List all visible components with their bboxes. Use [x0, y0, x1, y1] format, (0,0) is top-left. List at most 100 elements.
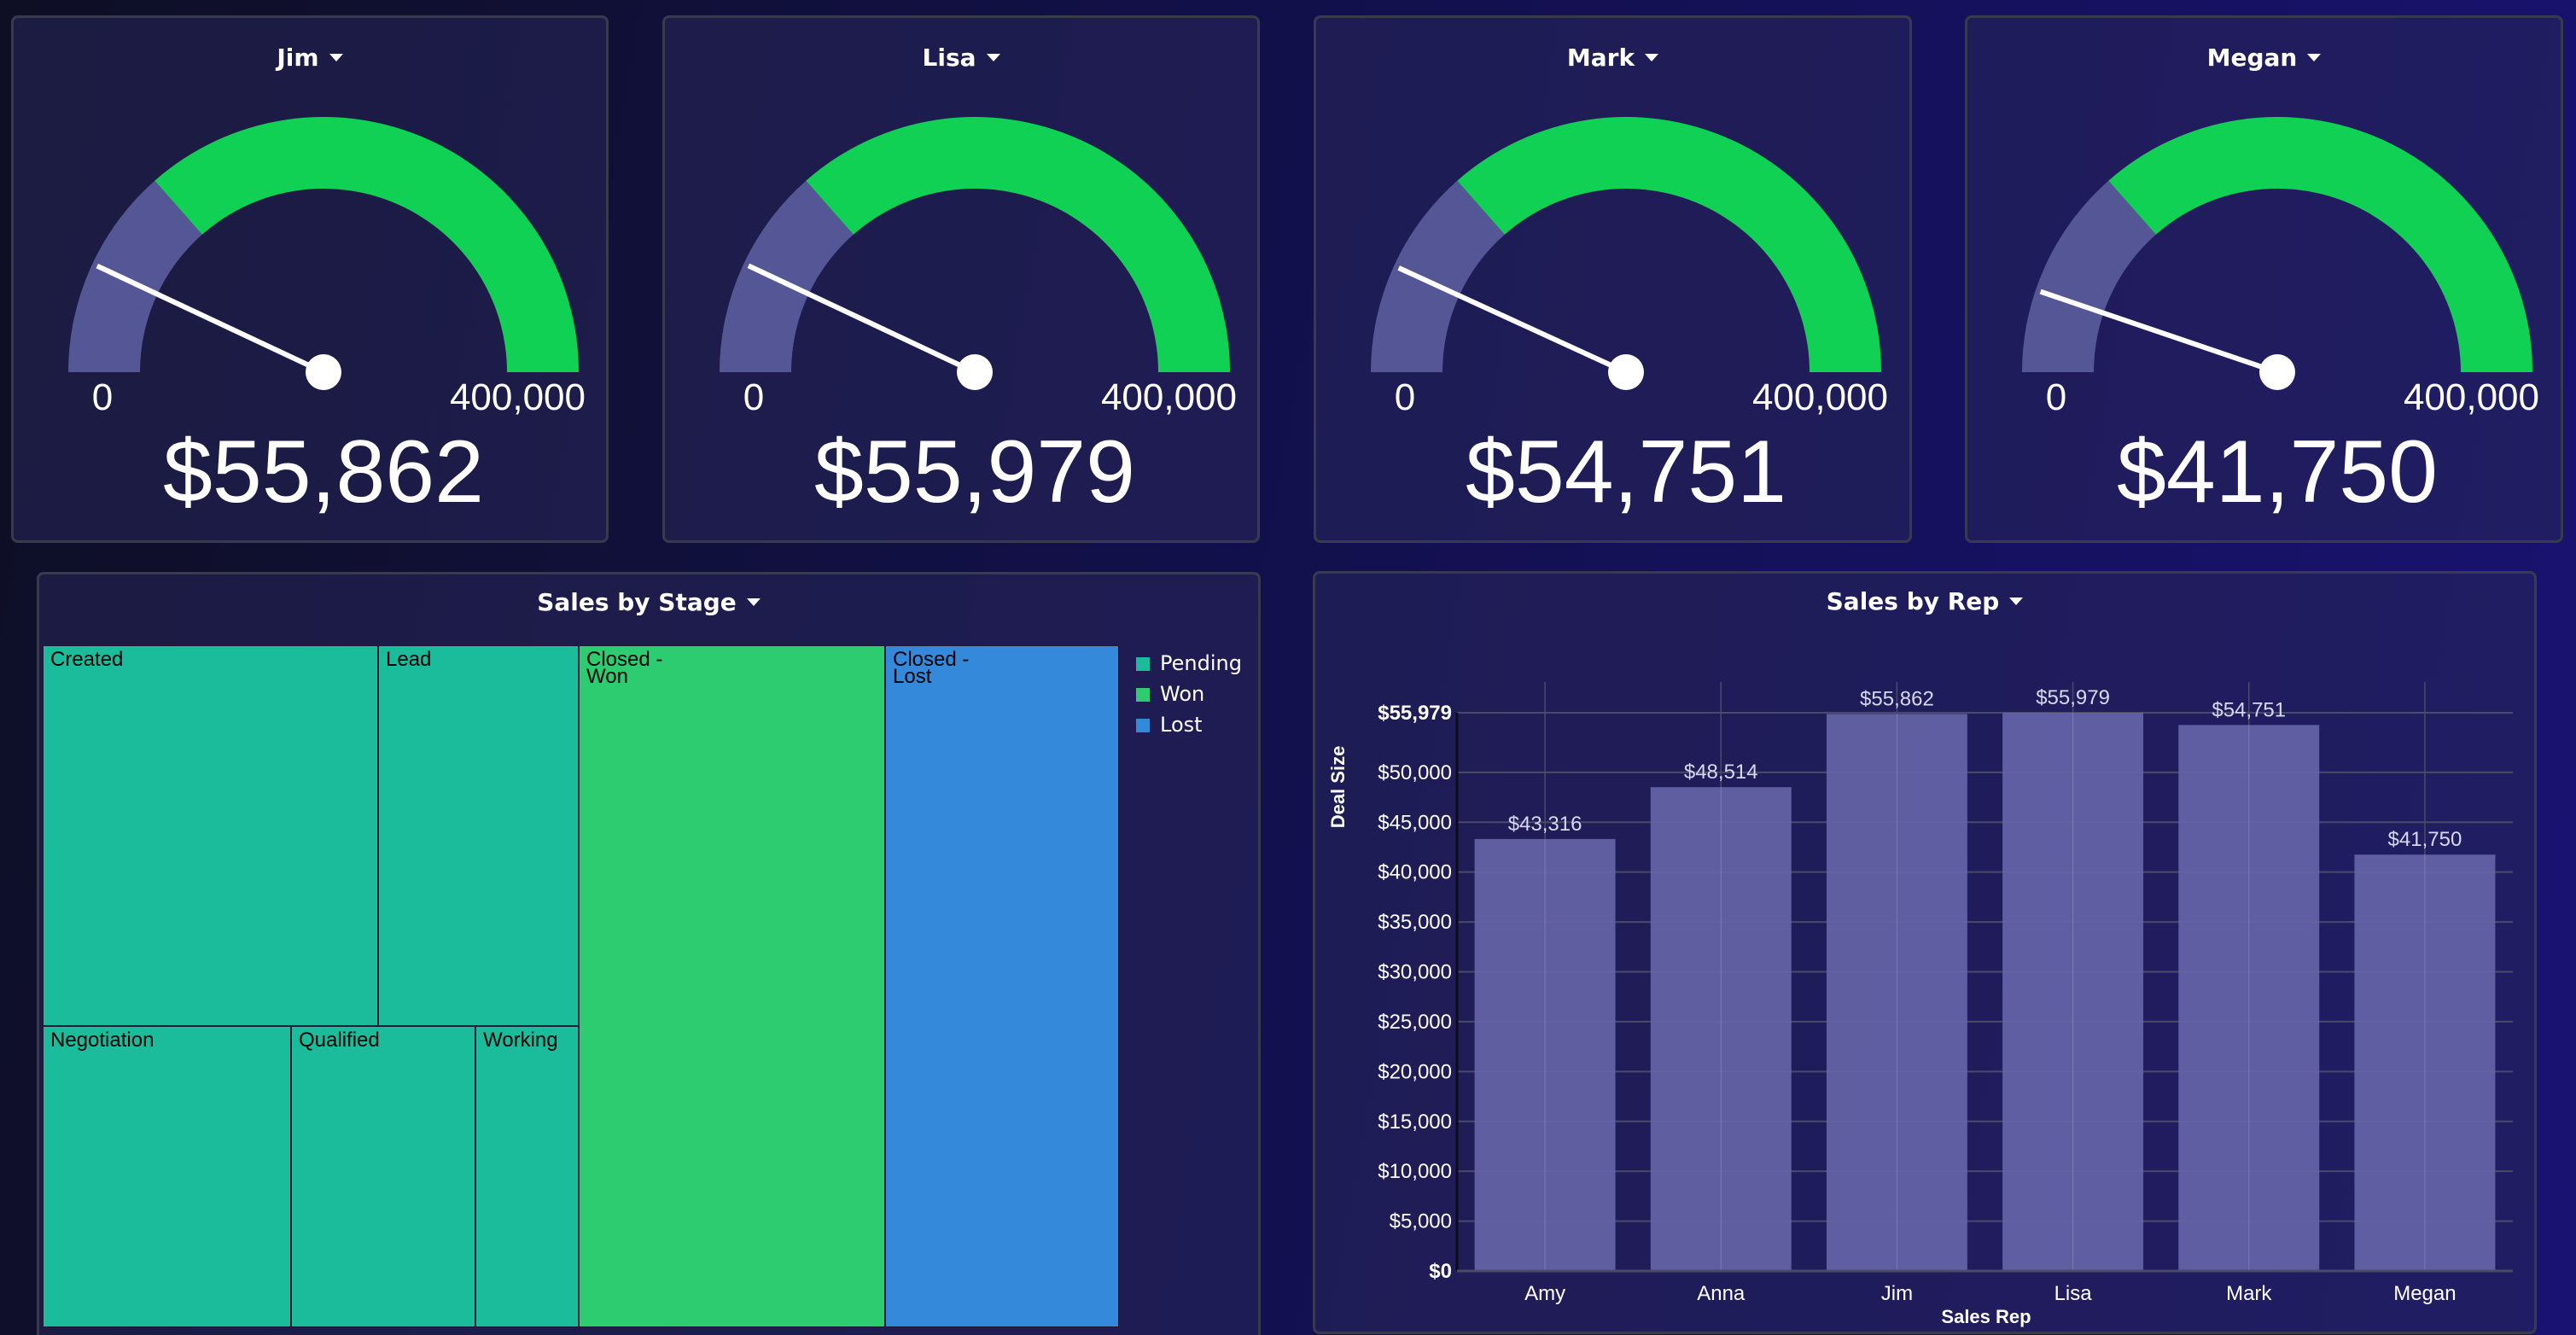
x-tick-label: Mark [2226, 1282, 2272, 1305]
treemap-cell[interactable]: Lead [378, 645, 579, 1026]
y-tick-label: $45,000 [1378, 811, 1452, 834]
treemap-cell[interactable]: Closed - Lost [885, 645, 1119, 1327]
gauge-band-high [2108, 117, 2532, 372]
bar-value-label: $43,316 [1508, 813, 1582, 836]
x-tick-label: Anna [1697, 1282, 1746, 1305]
chevron-down-icon [2307, 53, 2322, 61]
treemap-title-dropdown[interactable]: Sales by Stage [39, 588, 1258, 616]
legend-swatch [1136, 719, 1150, 732]
gauge-panel-megan: Megan 0 400,000 $41,750 [1965, 15, 2563, 543]
chevron-down-icon [2009, 597, 2024, 605]
bar-value-label: $55,979 [2036, 686, 2110, 709]
bar-value-label: $48,514 [1684, 761, 1758, 784]
gauge-min-label: 0 [92, 376, 113, 418]
chevron-down-icon [746, 598, 761, 606]
gauge-max-label: 400,000 [1752, 376, 1888, 418]
treemap-cell[interactable]: Working [475, 1026, 579, 1327]
sales-by-stage-panel: Sales by Stage Created Lead Negotiation Qua… [37, 572, 1261, 1335]
gauge-min-label: 0 [1395, 376, 1415, 418]
treemap-cell-label: Lead [386, 648, 432, 671]
gauge-value: $55,979 [814, 423, 1135, 522]
gauge-title: Mark [1566, 44, 1635, 72]
gauge-chart: 0 400,000 $55,862 [68, 117, 586, 522]
gauge-max-label: 400,000 [450, 376, 586, 418]
treemap-cell[interactable]: Closed - Won [579, 645, 885, 1327]
y-tick-label: $25,000 [1378, 1011, 1452, 1034]
y-tick-label: $5,000 [1390, 1210, 1452, 1233]
gauge-value: $54,751 [1466, 423, 1786, 522]
gauge-needle [747, 263, 976, 375]
gauge-needle [1397, 265, 1628, 375]
legend-label: Won [1160, 682, 1205, 706]
gauge-needle [2039, 289, 2278, 375]
legend-swatch [1136, 688, 1150, 702]
treemap-cell-label: Negotiation [50, 1029, 154, 1052]
gauge-chart: 0 400,000 $41,750 [2022, 117, 2539, 522]
chevron-down-icon [986, 53, 1000, 61]
x-tick-label: Lisa [2054, 1282, 2093, 1305]
y-axis-title: Deal Size [1327, 746, 1349, 829]
treemap-title: Sales by Stage [537, 588, 737, 616]
gauge-band-low [2022, 180, 2156, 372]
legend-item-lost[interactable]: Lost [1136, 713, 1203, 737]
gauge-band-low [720, 180, 854, 372]
gauge-band-high [154, 117, 579, 372]
y-tick-label: $20,000 [1378, 1060, 1452, 1083]
treemap-cell-label: Working [483, 1029, 558, 1052]
gauge-title: Jim [277, 44, 319, 72]
gauge-panel-jim: Jim 0 400,000 $55,862 [11, 15, 609, 543]
gauge-title-dropdown[interactable]: Lisa [665, 44, 1257, 72]
gauge-value: $55,862 [163, 423, 484, 522]
gauge-needle-hub [1608, 354, 1644, 390]
x-axis-title: Sales Rep [1941, 1306, 2031, 1327]
y-tick-label: $30,000 [1378, 961, 1452, 984]
treemap-cell-label: Lost [893, 665, 932, 688]
gauge-title-dropdown[interactable]: Megan [1967, 44, 2561, 72]
gauge-chart: 0 400,000 $54,751 [1371, 117, 1888, 522]
gauge-needle-hub [306, 354, 341, 390]
gauge-max-label: 400,000 [1101, 376, 1237, 418]
treemap-legend: Pending Won Lost [1136, 651, 1256, 754]
y-tick-label: $40,000 [1378, 861, 1452, 884]
treemap-cell[interactable]: Created [43, 645, 378, 1026]
bar-chart-title: Sales by Rep [1826, 587, 2000, 615]
treemap-cell-label: Won [586, 665, 628, 688]
gauge-band-high [1457, 117, 1881, 372]
gauge-panel-mark: Mark 0 400,000 $54,751 [1314, 15, 1912, 543]
gauge-min-label: 0 [743, 376, 764, 418]
y-tick-label: $15,000 [1378, 1111, 1452, 1134]
treemap-cell-label: Closed - [586, 648, 663, 671]
gauge-panel-lisa: Lisa 0 400,000 $55,979 [662, 15, 1260, 543]
y-tick-label: $50,000 [1378, 761, 1452, 784]
gauge-max-label: 400,000 [2404, 376, 2539, 418]
gauge-band-low [1371, 180, 1505, 372]
treemap-cell[interactable]: Negotiation [43, 1026, 291, 1327]
legend-item-pending[interactable]: Pending [1136, 651, 1242, 675]
treemap-cell[interactable]: Qualified [291, 1026, 475, 1327]
bar-chart-title-dropdown[interactable]: Sales by Rep [1315, 587, 2534, 615]
gauge-title: Lisa [922, 44, 976, 72]
bar-value-label: $54,751 [2212, 698, 2286, 721]
gauge-title-dropdown[interactable]: Mark [1316, 44, 1909, 72]
gauge-band-high [806, 117, 1230, 372]
gauge-value: $41,750 [2117, 423, 2438, 522]
gauge-needle-hub [957, 354, 993, 390]
treemap-cell-label: Closed - [893, 648, 970, 671]
sales-by-rep-panel: Sales by Rep $0 $5,000 $10,000 $15,000 $20,0… [1313, 571, 2537, 1334]
y-tick-label: $10,000 [1378, 1160, 1452, 1183]
x-tick-label: Jim [1881, 1282, 1913, 1305]
treemap-chart: Created Lead Negotiation Qualified Working Cl… [43, 645, 1119, 1327]
bar-chart: $0 $5,000 $10,000 $15,000 $20,000 $25,000 $30,… [1327, 682, 2513, 1327]
gauge-min-label: 0 [2046, 376, 2066, 418]
gauge-title: Megan [2206, 44, 2298, 72]
y-tick-label: $55,979 [1378, 702, 1452, 725]
legend-swatch [1136, 657, 1150, 671]
legend-item-won[interactable]: Won [1136, 682, 1204, 706]
legend-label: Pending [1160, 651, 1242, 675]
gauge-title-dropdown[interactable]: Jim [14, 44, 606, 72]
gauge-needle-hub [2259, 354, 2295, 390]
treemap-cell-label: Created [50, 648, 124, 671]
gauge-band-low [68, 180, 202, 372]
legend-label: Lost [1160, 713, 1203, 737]
y-tick-label: $35,000 [1378, 911, 1452, 934]
